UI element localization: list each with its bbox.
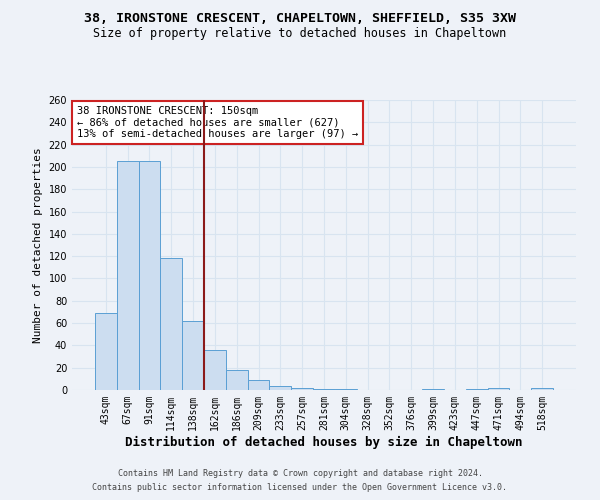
Bar <box>488 388 509 390</box>
Bar <box>182 321 204 390</box>
Bar <box>466 389 488 390</box>
Bar <box>422 389 444 390</box>
Bar <box>531 388 553 390</box>
Bar <box>95 313 117 390</box>
X-axis label: Distribution of detached houses by size in Chapeltown: Distribution of detached houses by size … <box>125 436 523 448</box>
Bar <box>335 389 357 390</box>
Text: Contains HM Land Registry data © Crown copyright and database right 2024.: Contains HM Land Registry data © Crown c… <box>118 468 482 477</box>
Bar <box>226 370 248 390</box>
Text: 38, IRONSTONE CRESCENT, CHAPELTOWN, SHEFFIELD, S35 3XW: 38, IRONSTONE CRESCENT, CHAPELTOWN, SHEF… <box>84 12 516 26</box>
Bar <box>160 258 182 390</box>
Bar <box>117 162 139 390</box>
Bar <box>313 389 335 390</box>
Text: 38 IRONSTONE CRESCENT: 150sqm
← 86% of detached houses are smaller (627)
13% of : 38 IRONSTONE CRESCENT: 150sqm ← 86% of d… <box>77 106 358 139</box>
Bar <box>269 386 291 390</box>
Bar <box>204 350 226 390</box>
Y-axis label: Number of detached properties: Number of detached properties <box>33 147 43 343</box>
Bar <box>291 388 313 390</box>
Bar <box>139 162 160 390</box>
Text: Contains public sector information licensed under the Open Government Licence v3: Contains public sector information licen… <box>92 484 508 492</box>
Bar <box>248 380 269 390</box>
Text: Size of property relative to detached houses in Chapeltown: Size of property relative to detached ho… <box>94 28 506 40</box>
